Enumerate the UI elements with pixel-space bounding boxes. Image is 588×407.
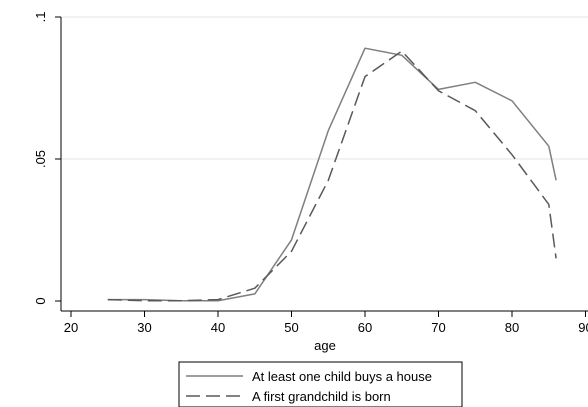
- y-tick-label: .1: [33, 12, 48, 23]
- x-ticks: 20 30 40 50 60 70 80 90: [64, 311, 588, 335]
- x-tick-label: 20: [64, 320, 78, 335]
- series-lines: [107, 47, 557, 302]
- legend: At least one child buys a house A first g…: [178, 361, 463, 407]
- legend-label-2: A first grandchild is born: [252, 389, 391, 404]
- axes: [60, 17, 588, 312]
- legend-box: [178, 361, 463, 407]
- x-tick-label: 80: [505, 320, 519, 335]
- x-tick-label: 50: [284, 320, 298, 335]
- y-ticks: 0 .05 .1: [33, 12, 61, 305]
- x-axis-title: age: [314, 338, 336, 353]
- y-tick-label: 0: [33, 297, 48, 304]
- x-tick-label: 90: [578, 320, 588, 335]
- x-tick-label: 30: [137, 320, 151, 335]
- x-tick-label: 40: [211, 320, 225, 335]
- x-tick-label: 70: [431, 320, 445, 335]
- y-tick-label: .05: [33, 150, 48, 168]
- legend-label-1: At least one child buys a house: [252, 369, 432, 384]
- x-tick-label: 60: [358, 320, 372, 335]
- series-line-1: [107, 47, 557, 302]
- grid-lines: [61, 16, 588, 160]
